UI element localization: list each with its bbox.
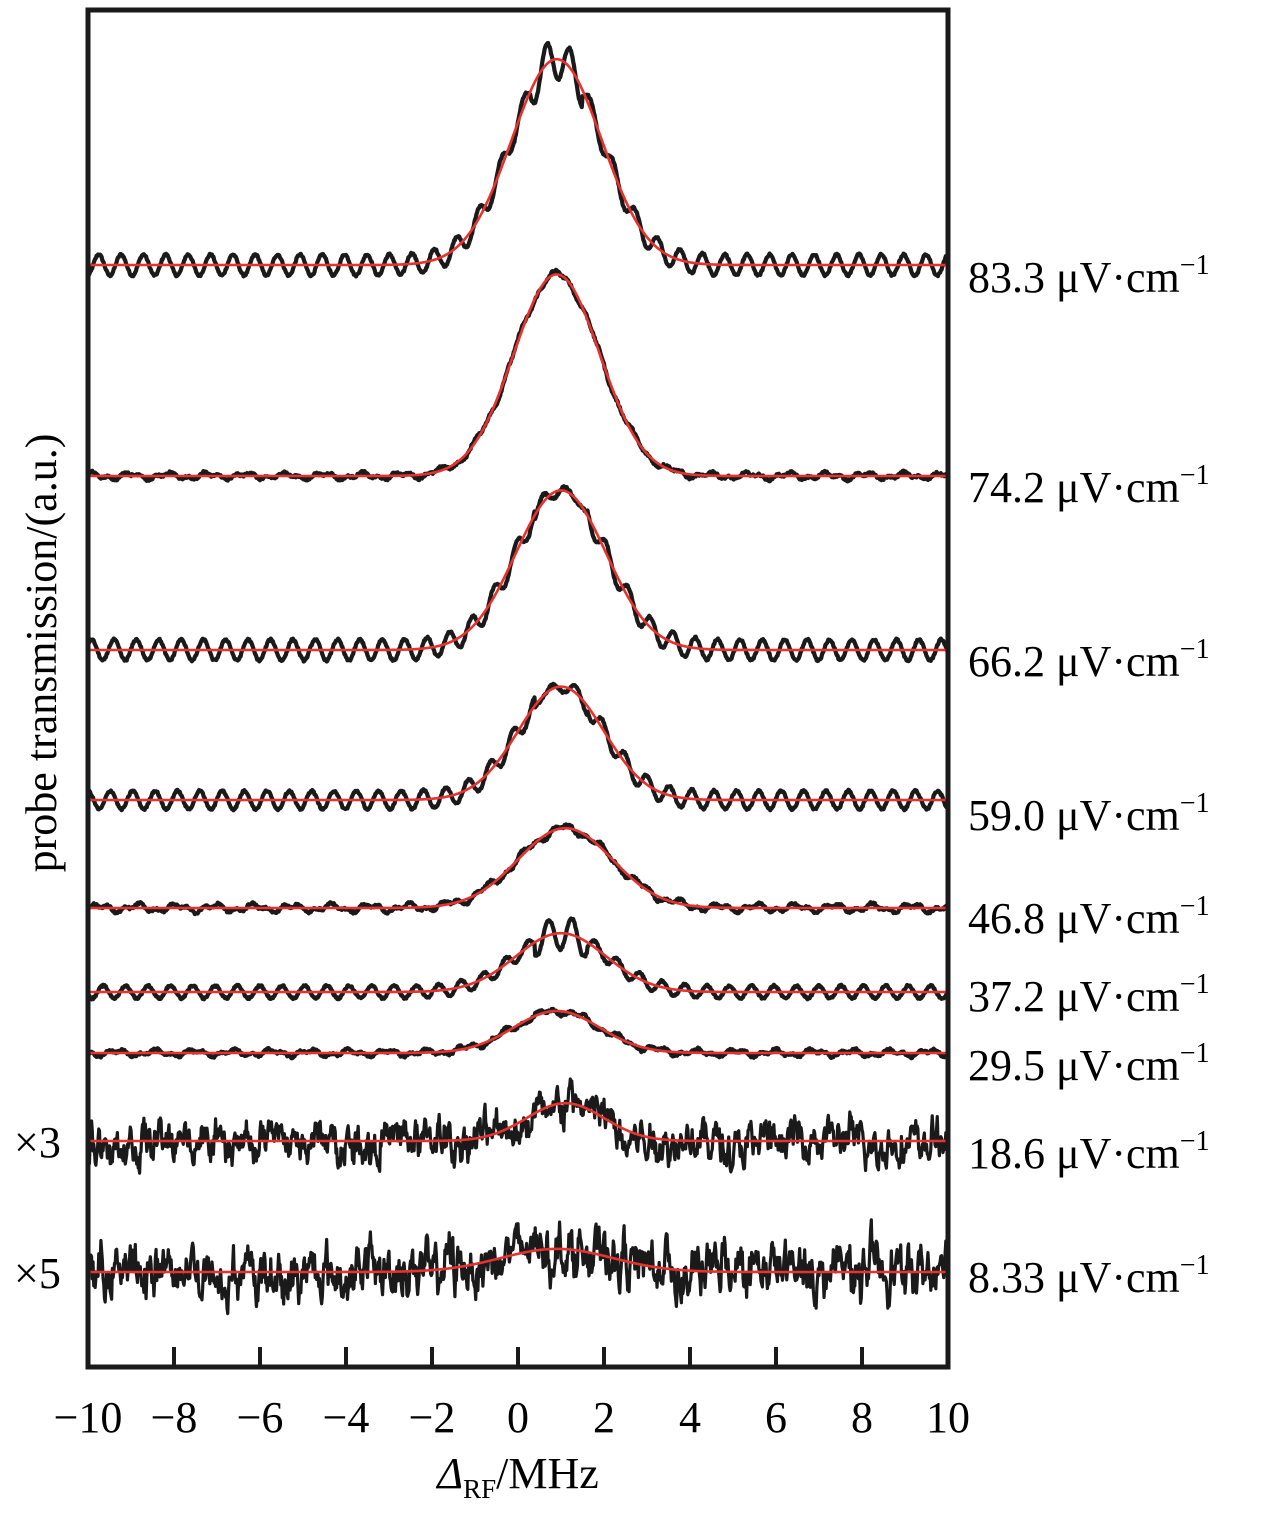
data-trace: [88, 681, 948, 813]
x-tick-label: −6: [237, 1393, 284, 1442]
data-trace: [88, 40, 948, 279]
y-axis-title: probe transmission/(a.u.): [17, 434, 66, 873]
fit-curve: [88, 273, 948, 478]
trace-label: 66.2 μV·cm−1: [968, 634, 1210, 686]
traces: [88, 40, 948, 1316]
trace-label: 29.5 μV·cm−1: [968, 1038, 1210, 1090]
fit-curve: [88, 1247, 948, 1274]
trace-labels: 83.3 μV·cm−1 74.2 μV·cm−1 66.2 μV·cm−1 59.0…: [968, 250, 1210, 1302]
trace-label: 37.2 μV·cm−1: [968, 969, 1210, 1021]
data-trace: [88, 1006, 948, 1061]
fit-curve: [88, 685, 948, 802]
x-axis-title: ΔRF/MHz: [435, 1449, 599, 1504]
x-tick-label: 4: [679, 1393, 701, 1442]
data-trace: [88, 1218, 948, 1316]
plot-frame: [85, 7, 951, 1370]
fit-curve: [88, 1009, 948, 1055]
x-tick-label: −4: [323, 1393, 370, 1442]
x-ticks: [172, 1347, 864, 1367]
multiplier-label: ×5: [14, 1249, 61, 1298]
multiplier-labels: ×3 ×5: [14, 1118, 61, 1298]
trace-label: 18.6 μV·cm−1: [968, 1126, 1210, 1178]
trace-label: 74.2 μV·cm−1: [968, 460, 1210, 512]
x-tick-label: 0: [507, 1393, 529, 1442]
x-tick-label: 8: [851, 1393, 873, 1442]
x-tick-label: 2: [593, 1393, 615, 1442]
x-tick-label: −8: [151, 1393, 198, 1442]
fit-curve: [88, 931, 948, 994]
fit-curve: [88, 57, 948, 267]
x-tick-label: −2: [409, 1393, 456, 1442]
x-tick-label: 6: [765, 1393, 787, 1442]
fit-curve: [88, 489, 948, 652]
multiplier-label: ×3: [14, 1118, 61, 1167]
data-trace: [88, 267, 948, 484]
data-trace: [88, 484, 948, 664]
x-tick-labels: −10 −8 −6 −4 −2 0 2 4 6 8 10: [54, 1393, 970, 1442]
x-tick-label: −10: [54, 1393, 123, 1442]
data-trace: [88, 1077, 948, 1175]
data-trace: [88, 916, 948, 1002]
trace-label: 46.8 μV·cm−1: [968, 891, 1210, 943]
trace-label: 83.3 μV·cm−1: [968, 250, 1210, 302]
trace-label: 8.33 μV·cm−1: [968, 1250, 1210, 1302]
trace-label: 59.0 μV·cm−1: [968, 788, 1210, 840]
x-tick-label: 10: [926, 1393, 970, 1442]
data-trace: [88, 822, 948, 917]
fit-curve: [88, 826, 948, 910]
fit-curve: [88, 1101, 948, 1143]
